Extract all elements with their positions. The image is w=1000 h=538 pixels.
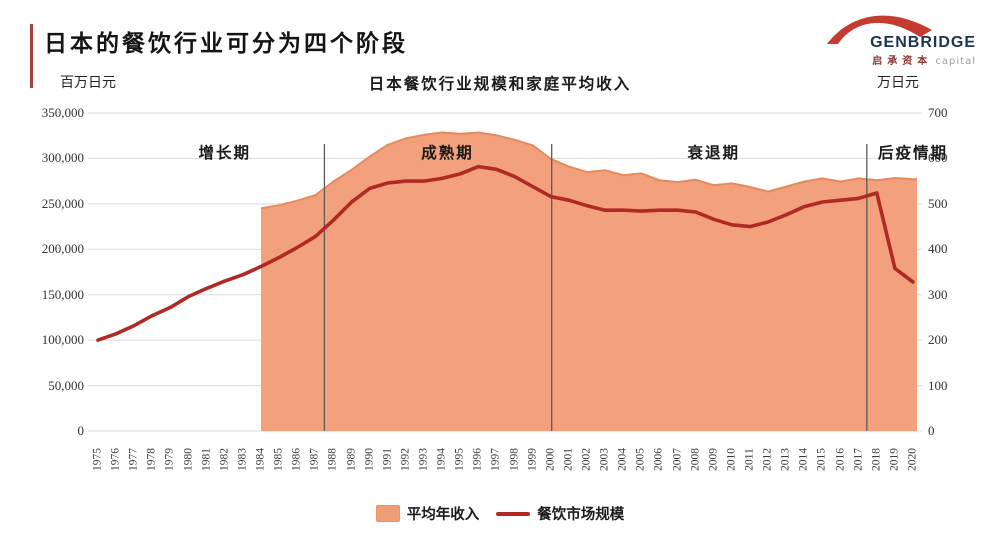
right-axis-unit-label: 万日元 [877, 75, 919, 91]
x-axis-tick: 1993 [417, 448, 430, 471]
market-size-line [96, 164, 915, 342]
x-axis-tick: 2006 [652, 448, 665, 471]
x-axis-tick: 2013 [779, 448, 792, 471]
x-axis-tick: 1989 [345, 448, 358, 471]
x-axis-tick: 2011 [743, 448, 756, 471]
left-axis-unit-label: 百万日元 [60, 75, 116, 91]
income-area-edge [260, 131, 917, 210]
bridge-arch-icon [827, 15, 932, 44]
x-axis-tick: 1983 [236, 448, 249, 471]
x-axis-tick: 1981 [200, 448, 213, 471]
y-axis-tick-right: 0 [928, 423, 935, 438]
y-axis-tick-right: 600 [928, 150, 948, 166]
x-axis-tick: 2015 [815, 448, 828, 471]
x-axis-tick: 2005 [634, 448, 647, 471]
x-axis-tick: 1986 [290, 448, 303, 471]
x-axis-tick: 2008 [689, 448, 702, 471]
logo-subtitle: 启承资本 capital [872, 52, 976, 67]
y-axis-tick-left: 50,000 [48, 377, 84, 393]
stage-label-decline: 衰退期 [687, 143, 741, 162]
x-axis-tick: 2002 [580, 448, 593, 471]
x-axis-tick: 2012 [761, 448, 774, 471]
stage-label-post-pandemic: 后疫情期 [877, 143, 948, 162]
y-axis-tick-left: 100,000 [41, 332, 84, 348]
stage-label-maturity: 成熟期 [421, 143, 474, 162]
y-axis-tick-right: 300 [928, 286, 948, 302]
x-axis-tick: 1999 [526, 448, 539, 471]
y-axis-tick-left: 250,000 [41, 195, 84, 211]
x-axis-tick: 2003 [598, 448, 611, 471]
x-axis-tick: 2018 [870, 448, 883, 471]
y-axis-tick-right: 500 [928, 195, 948, 211]
x-axis-tick: 1979 [163, 448, 176, 471]
x-axis-tick: 1975 [91, 448, 104, 471]
x-axis-tick: 1992 [399, 448, 412, 471]
legend-income-swatch [375, 505, 400, 522]
y-axis-tick-left: 200,000 [41, 241, 84, 257]
x-axis-tick: 2009 [707, 448, 720, 471]
x-axis-tick: 1976 [109, 448, 122, 471]
logo-subtitle-cn: 启承资本 [872, 56, 933, 67]
legend-market-swatch [496, 511, 531, 516]
logo-subtitle-en: capital [935, 56, 976, 67]
x-axis-tick: 1982 [218, 448, 231, 471]
y-axis-tick-left: 300,000 [41, 150, 84, 166]
page-title: 日本的餐饮行业可分为四个阶段 [44, 30, 408, 57]
x-axis-tick: 2004 [616, 448, 629, 471]
x-axis-tick: 2014 [797, 448, 810, 471]
x-axis-tick: 2001 [562, 448, 575, 471]
x-axis-tick: 1996 [471, 448, 484, 471]
chart-title: 日本餐饮行业规模和家庭平均收入 [368, 74, 632, 93]
x-axis-tick: 1998 [508, 448, 521, 471]
y-axis-tick-left: 350,000 [41, 105, 84, 120]
x-axis-tick: 1985 [272, 448, 285, 471]
income-area [260, 132, 917, 431]
logo-wordmark: GENBRIDGE [870, 34, 976, 51]
title-accent-bar [30, 24, 33, 88]
x-axis-tick: 2007 [671, 448, 684, 471]
x-axis-tick: 1980 [182, 448, 195, 471]
x-axis-tick: 1990 [363, 448, 376, 471]
y-axis-tick-left: 150,000 [41, 286, 84, 302]
legend-income-label: 平均年收入 [406, 506, 480, 523]
x-axis-tick: 1997 [489, 448, 502, 471]
x-axis-tick: 2000 [544, 448, 557, 471]
x-axis-tick: 2020 [906, 448, 919, 471]
stage-label-growth: 增长期 [198, 143, 252, 162]
legend: 平均年收入 餐饮市场规模 [0, 503, 1000, 524]
legend-market-label: 餐饮市场规模 [537, 506, 625, 523]
genbridge-logo: GENBRIDGE 启承资本 capital [827, 8, 978, 68]
x-axis-tick: 1987 [308, 448, 321, 471]
x-axis-tick: 1991 [381, 448, 394, 471]
x-axis-tick: 1994 [435, 448, 448, 471]
y-axis-tick-right: 400 [928, 241, 948, 257]
x-axis-tick: 1988 [326, 448, 339, 471]
x-axis-tick: 2017 [852, 448, 865, 471]
x-axis-tick: 1978 [145, 448, 158, 471]
x-axis-tick: 1984 [254, 448, 267, 471]
x-axis-tick: 2016 [834, 448, 847, 471]
x-axis-tick: 1977 [127, 448, 140, 471]
x-axis-tick: 2010 [725, 448, 738, 471]
x-axis-tick: 2019 [888, 448, 901, 471]
y-axis-tick-right: 200 [928, 332, 948, 348]
y-axis-tick-right: 700 [928, 105, 948, 120]
y-axis-tick-right: 100 [928, 377, 948, 393]
x-axis-tick: 1995 [453, 448, 466, 471]
y-axis-tick-left: 0 [77, 423, 85, 438]
